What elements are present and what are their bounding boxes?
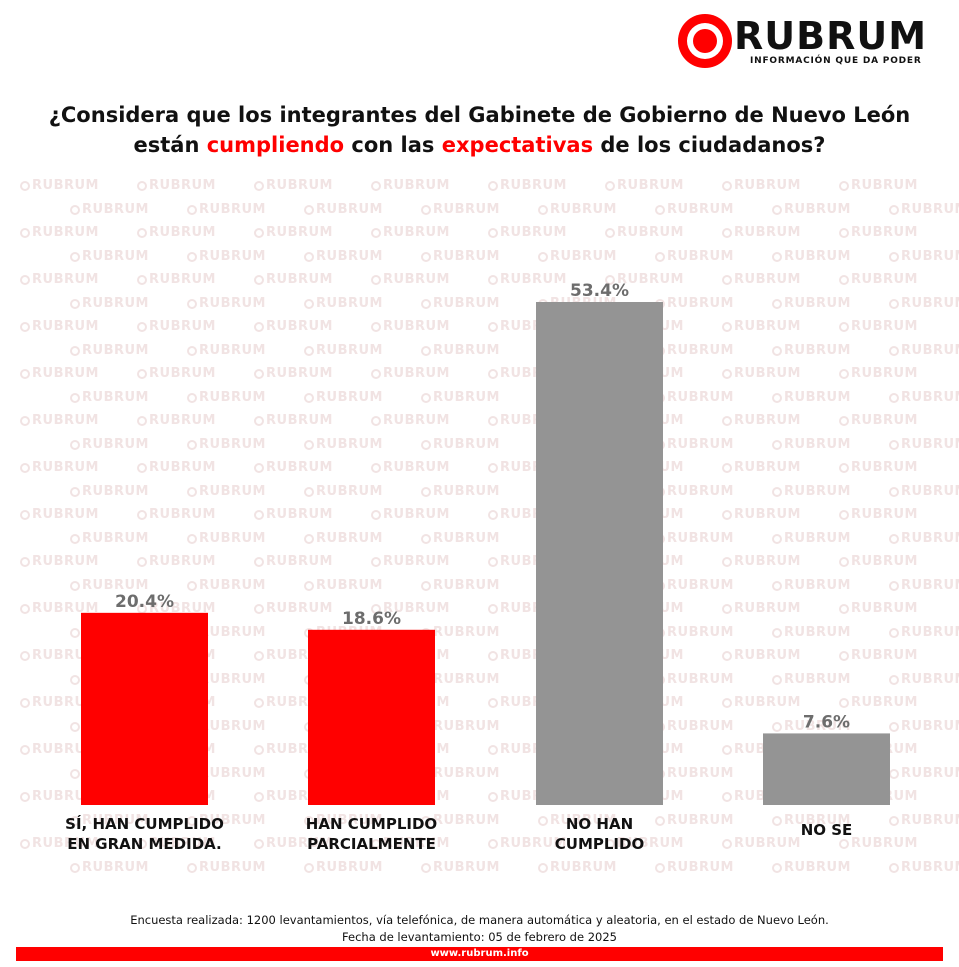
category-label-2-line-1: HAN CUMPLIDO xyxy=(306,815,437,833)
data-label-2: 18.6% xyxy=(342,609,401,629)
survey-note-line-1: Encuesta realizada: 1200 levantamientos,… xyxy=(130,913,829,927)
category-label-1-line-2: EN GRAN MEDIDA. xyxy=(67,835,222,853)
bar-3 xyxy=(536,302,663,805)
category-label-3-line-2: CUMPLIDO xyxy=(555,835,644,853)
title-part-1: ¿Considera que los integrantes del Gabin… xyxy=(48,103,911,157)
brand-logo: RUBRUM INFORMACIÓN QUE DA PODER xyxy=(678,14,940,70)
title-highlight-2: expectativas xyxy=(441,133,594,157)
title-part-2: con las xyxy=(344,133,442,157)
footer-url[interactable]: www.rubrum.info xyxy=(430,948,529,959)
logo-dot-icon xyxy=(693,29,717,53)
category-label-4-line-1: NO SE xyxy=(801,821,853,839)
footer-url-bar[interactable]: www.rubrum.info xyxy=(16,947,943,961)
category-label-3-line-1: NO HAN xyxy=(566,815,633,833)
chart-title: ¿Considera que los integrantes del Gabin… xyxy=(20,100,939,160)
title-highlight-1: cumpliendo xyxy=(206,133,345,157)
category-label-2-line-2: PARCIALMENTE xyxy=(307,835,436,853)
survey-note-line-2: Fecha de levantamiento: 05 de febrero de… xyxy=(342,930,617,944)
data-label-1: 20.4% xyxy=(115,592,174,612)
logo-tagline: INFORMACIÓN QUE DA PODER xyxy=(750,56,922,66)
bar-2 xyxy=(308,629,435,805)
bar-4 xyxy=(763,733,890,805)
survey-note: Encuesta realizada: 1200 levantamientos,… xyxy=(0,912,959,946)
logo-name: RUBRUM xyxy=(734,14,928,58)
data-label-4: 7.6% xyxy=(803,712,850,732)
data-label-3: 53.4% xyxy=(570,281,629,301)
category-label-1-line-1: SÍ, HAN CUMPLIDO xyxy=(65,814,224,833)
bar-1 xyxy=(81,612,208,805)
title-part-3: de los ciudadanos? xyxy=(593,133,826,157)
